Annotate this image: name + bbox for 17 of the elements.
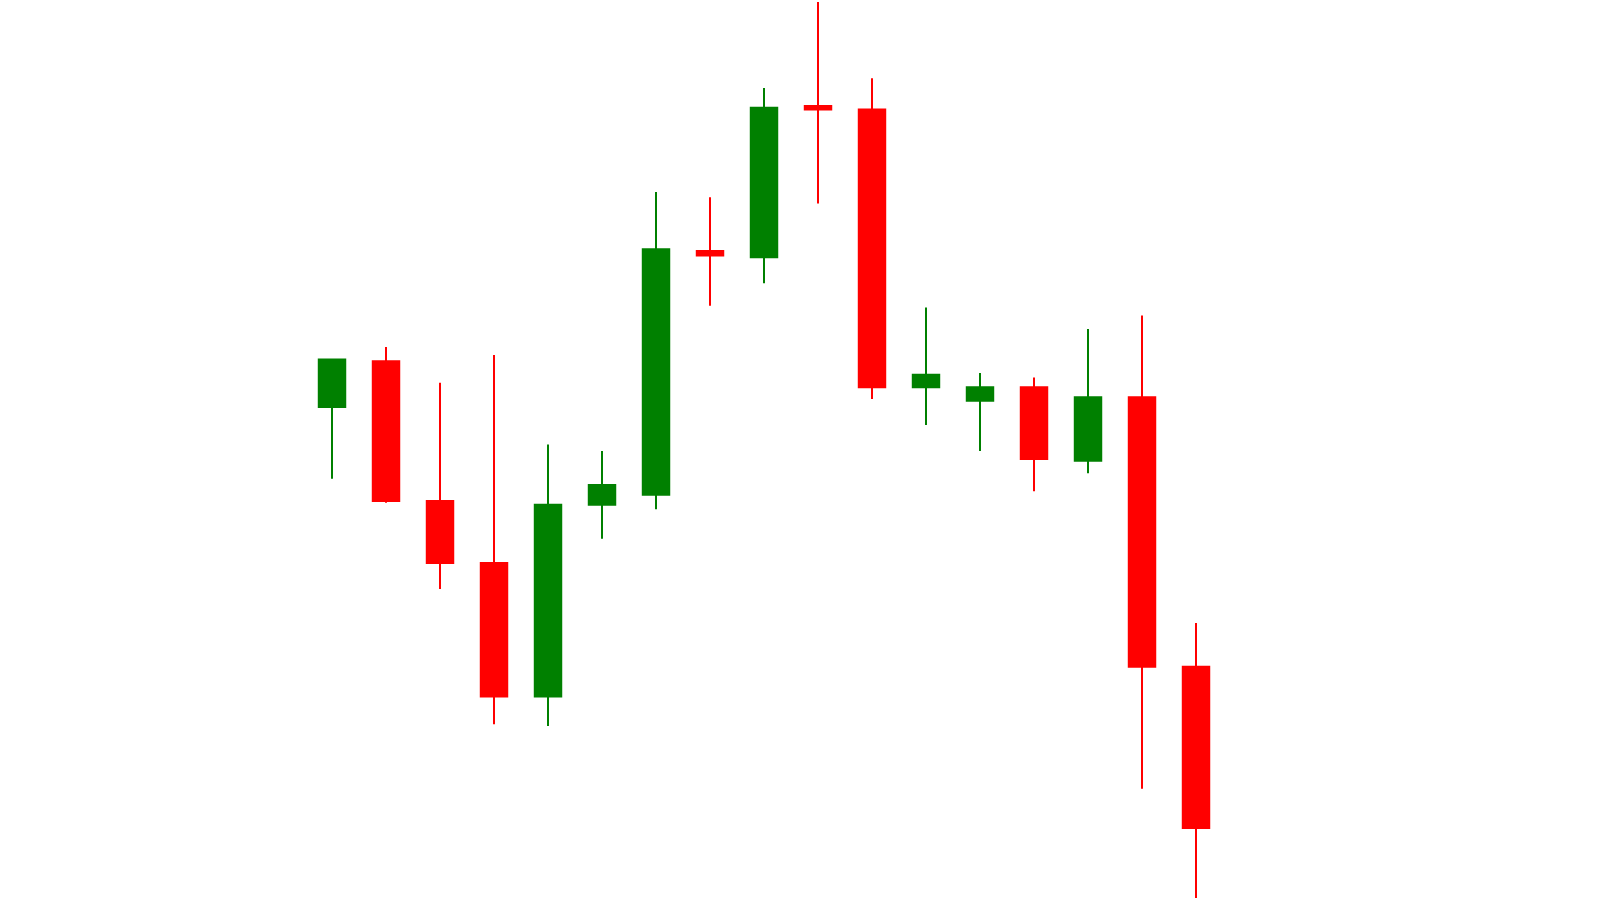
candlestick	[533, 443, 563, 727]
candlestick	[317, 358, 347, 480]
candlestick	[641, 190, 671, 511]
candlestick	[1127, 314, 1157, 790]
candlestick	[371, 345, 401, 504]
candlestick	[425, 381, 455, 590]
candlestick	[965, 371, 995, 452]
candlestick	[803, 2, 833, 205]
candlestick	[857, 77, 887, 400]
candlestick	[911, 306, 941, 426]
candlestick	[1181, 621, 1211, 898]
candlestick	[1019, 376, 1049, 493]
candlestick	[749, 87, 779, 285]
candlestick	[695, 196, 725, 307]
candlestick	[1073, 328, 1103, 475]
candlestick	[479, 354, 509, 726]
candlestick	[587, 449, 617, 540]
